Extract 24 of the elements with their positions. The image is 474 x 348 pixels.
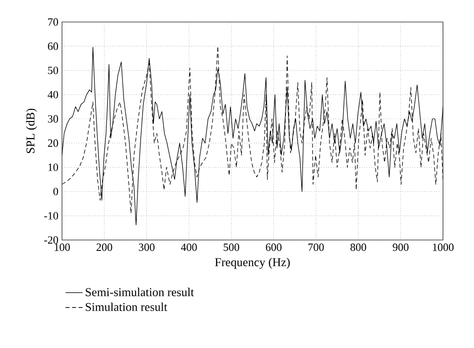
x-tick-label: 800 [350,244,366,251]
y-tick-label: 60 [48,42,58,50]
x-axis-title: Frequency (Hz) [215,258,290,269]
y-tick-label: 0 [53,188,58,196]
y-tick-label: 40 [48,90,58,98]
legend-label: Simulation result [86,302,168,312]
x-tick-label: 400 [180,244,197,251]
x-tick-label: 900 [392,244,408,251]
x-tick-label: 300 [138,244,154,251]
x-tick-label: 600 [266,244,282,251]
y-tick-label: 30 [48,115,58,123]
x-tick-label: 500 [224,244,240,251]
x-tick-label: 200 [96,244,112,251]
y-tick-label: 50 [48,66,58,74]
y-tick-label: -10 [44,212,58,220]
y-tick-label: 70 [48,18,58,26]
y-tick-label: -20 [44,236,58,244]
x-tick-label: 1000 [432,244,454,251]
y-tick-label: 10 [48,164,58,172]
legend-label: Semi-simulation result [86,288,194,296]
y-tick-label: 20 [48,139,58,147]
x-tick-label: 100 [54,244,70,251]
x-tick-label: 700 [308,244,324,251]
y-axis-title: SPL (dB) [26,108,37,154]
